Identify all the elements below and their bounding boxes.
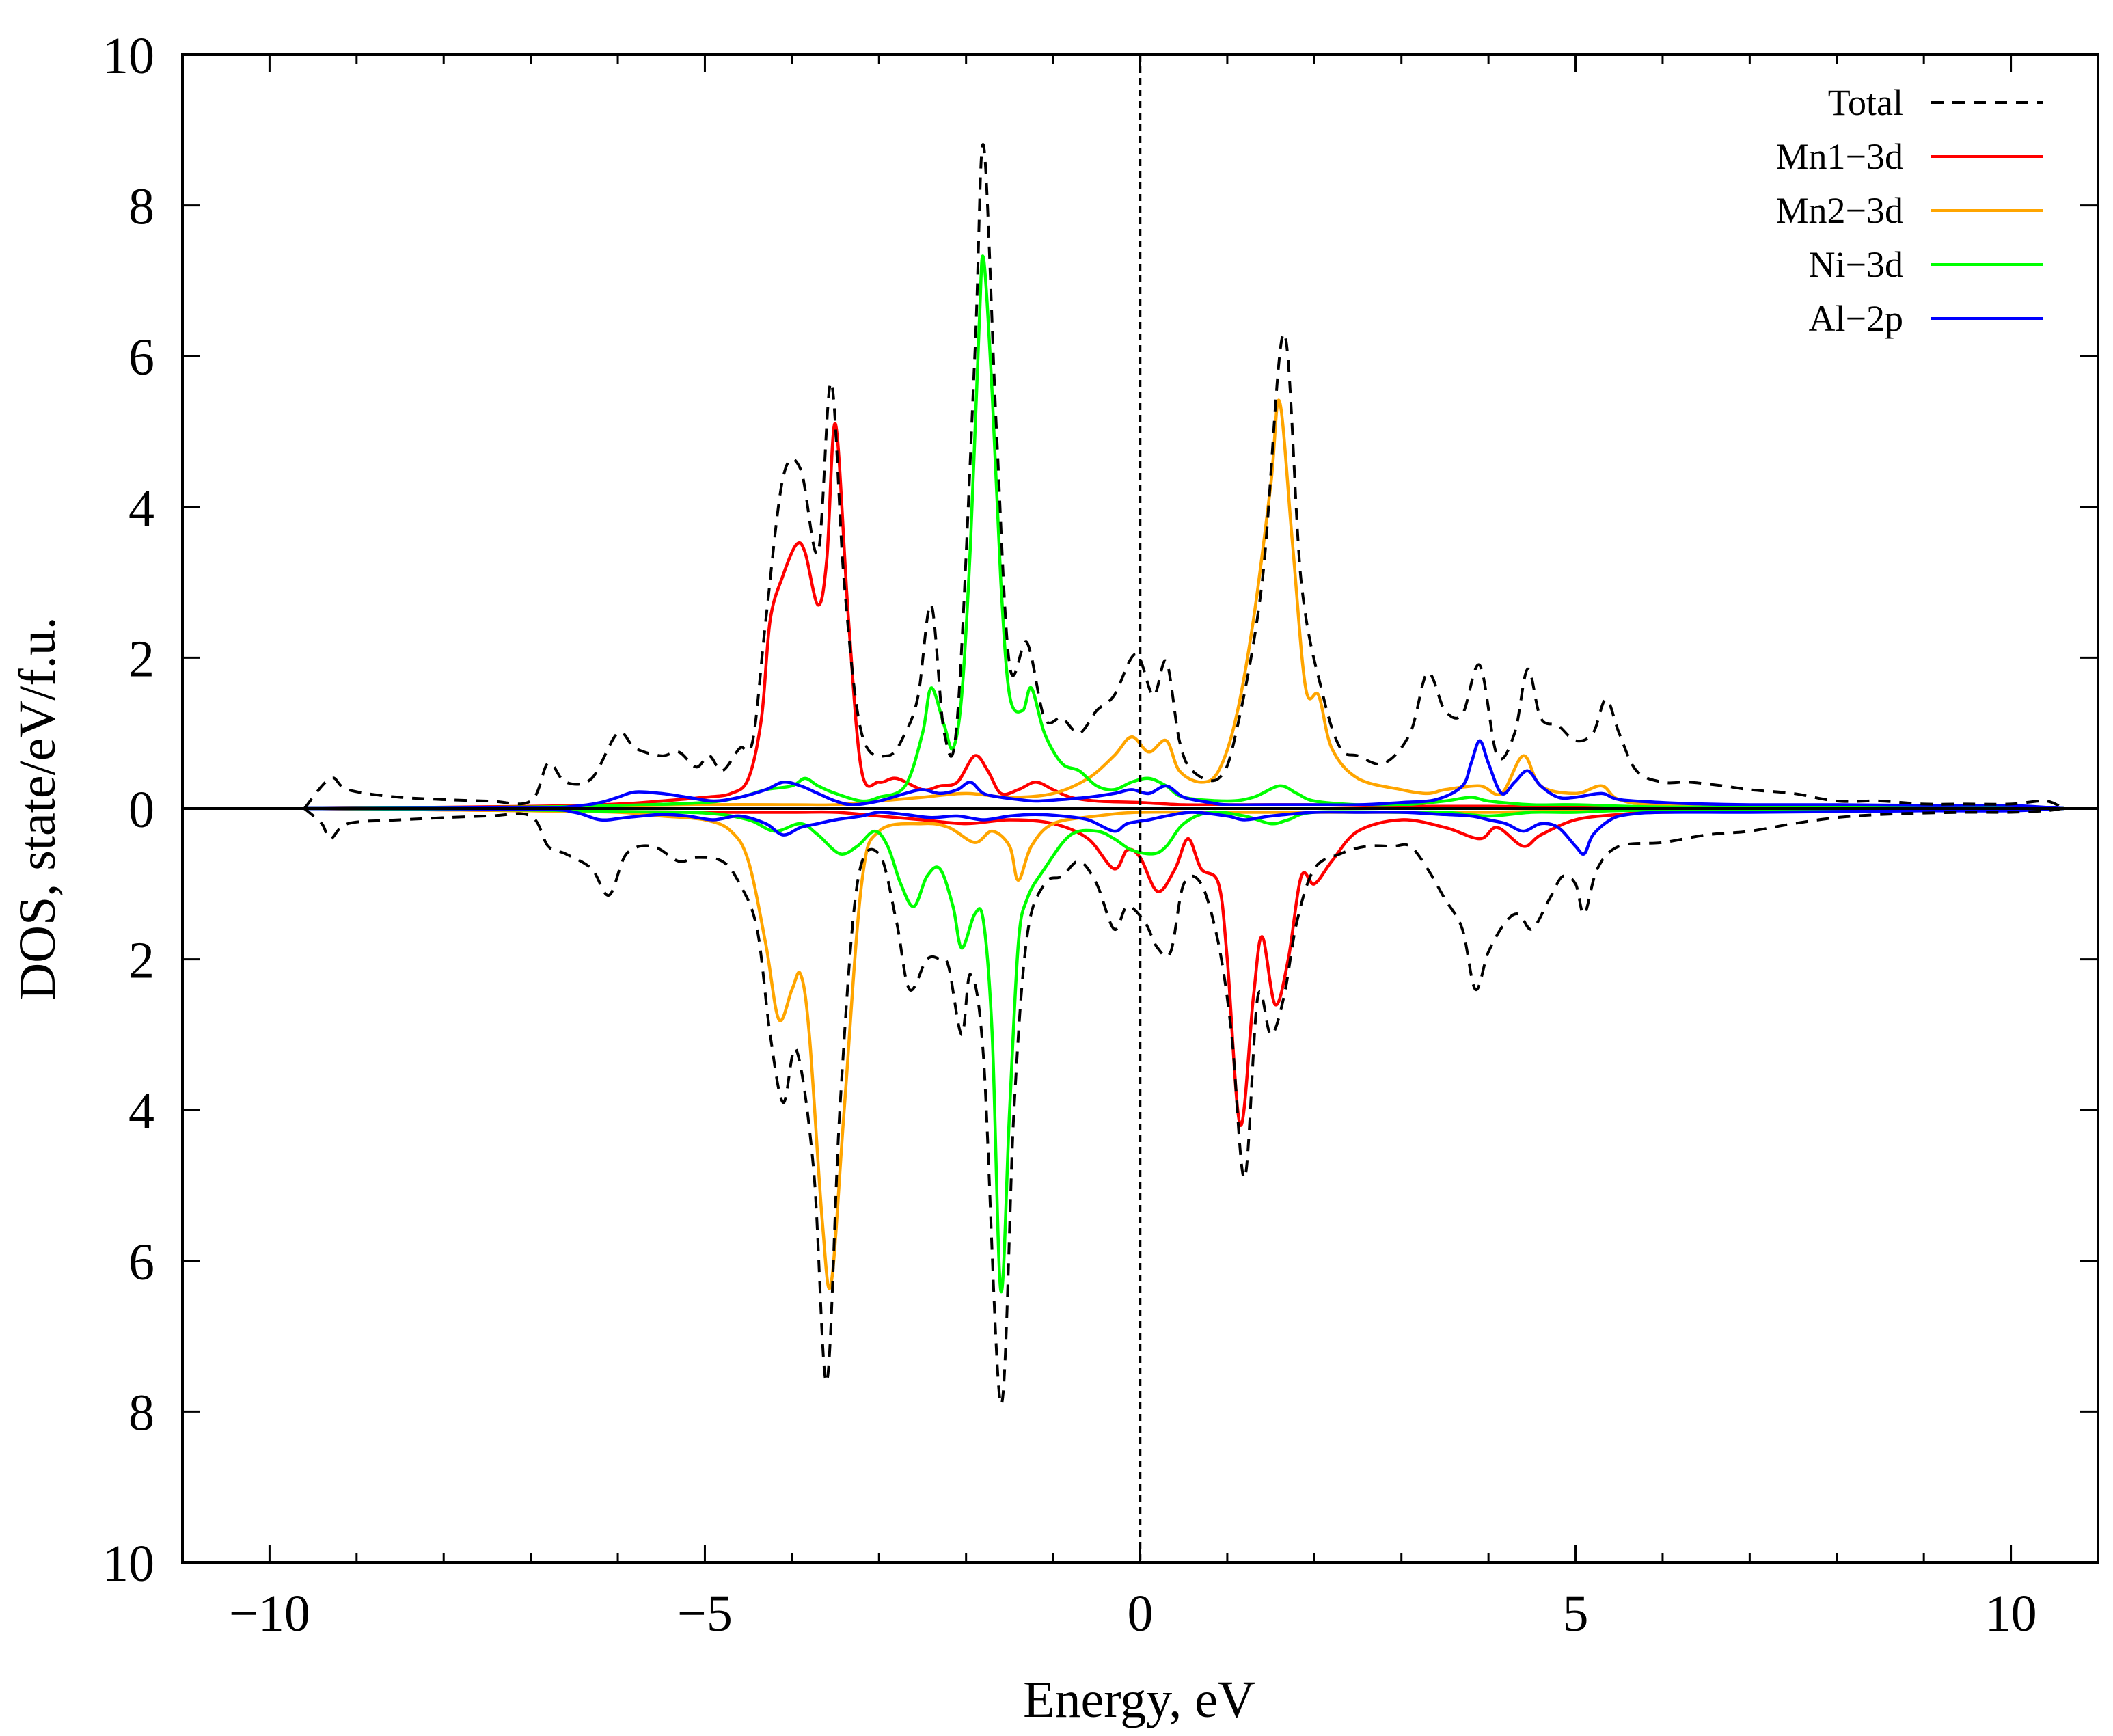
zero-axis-layer (182, 55, 2098, 1562)
plot-frame (181, 53, 2099, 1564)
x-tick-label: 5 (1563, 1585, 1589, 1642)
y-tick-label: 8 (128, 178, 154, 236)
legend-label-al-2p: Al−2p (1809, 298, 1903, 339)
legend-label-total: Total (1828, 82, 1903, 123)
legend-label-mn2-3d: Mn2−3d (1776, 190, 1903, 231)
series-total-up (303, 143, 2064, 810)
y-tick-label: 6 (128, 1234, 154, 1291)
x-axis-title: Energy, eV (1023, 1671, 1255, 1728)
y-axis-title: DOS, state/eV/f.u. (9, 616, 66, 1000)
y-tick-label: 2 (128, 630, 154, 688)
y-tick-label: 4 (128, 480, 154, 537)
x-tick-label: 0 (1128, 1585, 1154, 1642)
legend: Total Mn1−3d Mn2−3d Ni−3d Al−2p (1776, 82, 2043, 339)
y-tick-label: 8 (128, 1384, 154, 1441)
y-tick-label: 4 (128, 1083, 154, 1140)
ticks-layer: −10 −5 0 5 10 10 8 6 4 2 0 2 4 6 8 10 (103, 27, 2099, 1642)
y-tick-label: 10 (103, 1535, 154, 1592)
x-tick-label: −5 (677, 1585, 733, 1642)
series-mn1-3d-down (303, 806, 2065, 1127)
y-tick-label: 10 (103, 27, 154, 85)
series-layer (303, 143, 2065, 1406)
y-tick-label: 6 (128, 329, 154, 386)
series-al-2p-up (303, 739, 2065, 811)
series-al-2p-down (303, 806, 2065, 856)
x-tick-label: 10 (1985, 1585, 2037, 1642)
series-ni-3d-up (303, 254, 2065, 811)
y-tick-label: 2 (128, 932, 154, 990)
series-total-down (303, 807, 2064, 1406)
legend-label-ni-3d: Ni−3d (1809, 244, 1903, 285)
legend-label-mn1-3d: Mn1−3d (1776, 136, 1903, 177)
y-tick-label: 0 (128, 781, 154, 839)
x-tick-label: −10 (229, 1585, 310, 1642)
